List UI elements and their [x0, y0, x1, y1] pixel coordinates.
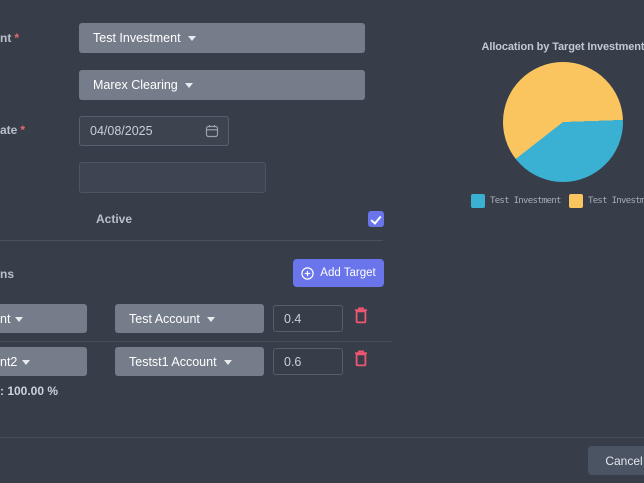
date-input-value: 04/08/2025 [90, 124, 153, 138]
plus-circle-icon [301, 266, 314, 280]
row1-weight-input[interactable] [273, 305, 343, 332]
required-asterisk: * [20, 123, 26, 137]
footer-divider [0, 437, 644, 438]
investment-label: nt * [0, 31, 19, 45]
row1-account-value: Test Account [129, 311, 200, 326]
row1-account-select[interactable]: Test Account [115, 304, 264, 333]
clearing-select[interactable]: Marex Clearing [79, 70, 365, 100]
legend-label: Test Investment [490, 196, 561, 206]
active-label: Active [96, 212, 133, 226]
legend-label: Test Investment2 [588, 196, 644, 206]
add-target-button[interactable]: Add Target [293, 259, 384, 287]
row2-weight-input[interactable] [273, 348, 343, 375]
caret-down-icon [15, 316, 24, 322]
row2-investment-select[interactable]: nt2 [0, 347, 87, 376]
row2-delete-button[interactable] [354, 350, 368, 367]
allocations-section-label: ns [0, 267, 15, 281]
legend-swatch-yellow [569, 194, 583, 208]
chart-title: Allocation by Target Investment [481, 41, 644, 53]
active-checkbox[interactable] [368, 211, 384, 227]
calendar-icon[interactable] [205, 124, 219, 138]
allocation-pie-chart [503, 62, 623, 182]
row1-investment-select[interactable]: nt [0, 304, 87, 333]
row2-account-value: Testst1 Account [129, 354, 217, 369]
trash-icon [354, 307, 368, 327]
required-asterisk: * [14, 31, 19, 45]
cancel-button[interactable]: Cancel [588, 446, 644, 475]
caret-down-icon [223, 359, 232, 365]
extra-text-input[interactable] [79, 162, 266, 193]
row1-delete-button[interactable] [354, 307, 368, 324]
trash-icon [354, 350, 368, 370]
caret-down-icon [206, 316, 215, 322]
section-divider [0, 240, 383, 241]
total-percentage: : 100.00 % [0, 384, 59, 398]
investment-select[interactable]: Test Investment [79, 23, 365, 53]
row-divider [0, 341, 392, 342]
row2-account-select[interactable]: Testst1 Account [115, 347, 264, 376]
legend-item-test-investment[interactable]: Test Investment [471, 194, 561, 208]
date-label: ate * [0, 123, 26, 137]
add-target-label: Add Target [320, 267, 376, 279]
legend-swatch-blue [471, 194, 485, 208]
row2-investment-value: nt2 [0, 354, 18, 369]
date-input[interactable]: 04/08/2025 [79, 116, 229, 146]
row1-investment-value: nt [0, 311, 11, 326]
caret-down-icon [184, 83, 193, 88]
legend-item-test-investment2[interactable]: Test Investment2 [569, 194, 644, 208]
caret-down-icon [22, 359, 31, 365]
clearing-select-value: Marex Clearing [93, 78, 178, 92]
investment-select-value: Test Investment [93, 31, 181, 45]
caret-down-icon [187, 36, 196, 41]
